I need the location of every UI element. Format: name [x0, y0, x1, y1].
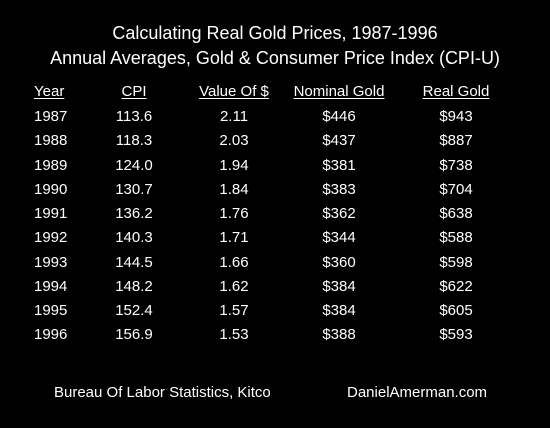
cell-value-of-dollar: 1.53: [219, 326, 249, 344]
column-header-real-gold: Real Gold: [422, 83, 490, 100]
cell-real-gold: $638: [439, 205, 473, 222]
cell-cpi: 130.7: [115, 180, 153, 198]
cell-value-of-dollar: 1.66: [219, 253, 249, 271]
cell-nominal-gold: $383: [322, 180, 356, 198]
cell-year: 1991: [34, 205, 68, 222]
cell-nominal-gold: $344: [322, 229, 356, 247]
website-credit: DanielAmerman.com: [347, 384, 488, 401]
cell-cpi: 140.3: [115, 229, 153, 247]
cell-real-gold: $943: [439, 108, 473, 125]
cell-cpi: 118.3: [115, 132, 153, 150]
cell-value-of-dollar: 1.57: [219, 302, 249, 319]
cell-nominal-gold: $446: [322, 108, 356, 125]
cell-value-of-dollar: 1.71: [219, 229, 249, 247]
column-header-nominal-gold: Nominal Gold: [293, 83, 385, 100]
cell-year: 1993: [34, 253, 68, 271]
cell-nominal-gold: $384: [322, 277, 356, 295]
chart-subtitle: Annual Averages, Gold & Consumer Price I…: [50, 48, 500, 68]
cell-year: 1989: [34, 156, 68, 174]
cell-year: 1988: [34, 132, 68, 150]
cell-year: 1987: [34, 108, 68, 125]
cell-real-gold: $588: [439, 229, 473, 247]
cell-value-of-dollar: 2.03: [219, 132, 249, 150]
cell-real-gold: $704: [439, 180, 473, 198]
cell-year: 1995: [34, 302, 68, 319]
cell-value-of-dollar: 1.94: [219, 156, 249, 174]
cell-year: 1990: [34, 180, 68, 198]
cell-real-gold: $887: [439, 132, 473, 150]
cell-real-gold: $738: [439, 156, 473, 174]
cell-real-gold: $593: [439, 326, 473, 344]
cell-nominal-gold: $362: [322, 205, 356, 222]
cell-cpi: 156.9: [115, 326, 153, 344]
cell-value-of-dollar: 1.62: [219, 277, 249, 295]
cell-nominal-gold: $381: [322, 156, 356, 174]
cell-nominal-gold: $384: [322, 302, 356, 319]
cell-real-gold: $598: [439, 253, 473, 271]
cell-year: 1992: [34, 229, 68, 247]
cell-cpi: 148.2: [115, 277, 153, 295]
column-header-cpi: CPI: [121, 83, 147, 100]
cell-nominal-gold: $437: [322, 132, 356, 150]
cell-cpi: 152.4: [115, 302, 153, 319]
cell-cpi: 124.0: [115, 156, 153, 174]
cell-nominal-gold: $360: [322, 253, 356, 271]
cell-cpi: 113.6: [115, 108, 153, 125]
cell-value-of-dollar: 2.11: [219, 108, 249, 125]
column-header-year: Year: [34, 83, 65, 100]
cell-value-of-dollar: 1.84: [219, 180, 249, 198]
chart-title: Calculating Real Gold Prices, 1987-1996: [112, 23, 438, 43]
cell-real-gold: $622: [439, 277, 473, 295]
source-note: Bureau Of Labor Statistics, Kitco: [54, 384, 271, 401]
cell-year: 1994: [34, 277, 68, 295]
cell-nominal-gold: $388: [322, 326, 356, 344]
cell-real-gold: $605: [439, 302, 473, 319]
cell-year: 1996: [34, 326, 68, 344]
cell-value-of-dollar: 1.76: [219, 205, 249, 222]
cell-cpi: 136.2: [115, 205, 153, 222]
column-header-value-of-dollar: Value Of $: [199, 83, 269, 100]
cell-cpi: 144.5: [115, 253, 153, 271]
